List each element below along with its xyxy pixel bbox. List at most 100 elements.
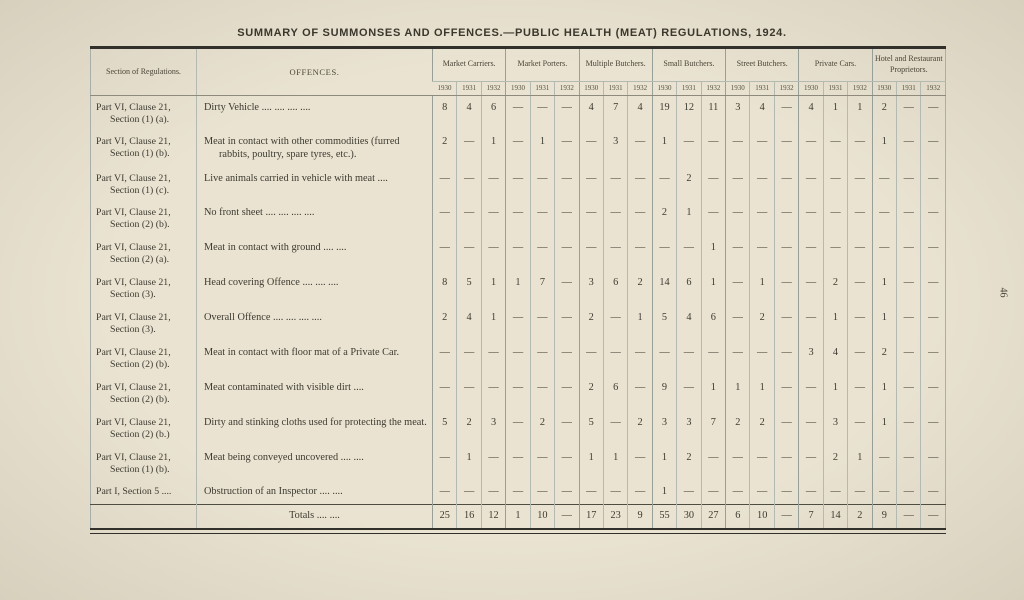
value-cell: — (554, 130, 580, 167)
value-cell: 1 (651, 130, 677, 167)
value-cell: 6 (480, 95, 506, 131)
value-cell: — (480, 340, 506, 376)
value-cell: 4 (749, 95, 775, 131)
offence-row: Part VI, Clause 21, Section (2) (b.) Dirt… (91, 410, 946, 446)
value-cell: — (871, 480, 897, 505)
value-cell: — (480, 445, 506, 481)
value-cell: — (602, 236, 628, 272)
value-cell: 7 (602, 95, 628, 131)
value-cell: 6 (602, 375, 628, 411)
offence-cell: No front sheet .... .... .... .... (196, 201, 433, 237)
value-cell: — (554, 410, 580, 446)
value-cell: — (798, 445, 824, 481)
value-cell: — (505, 445, 531, 481)
value-cell: — (456, 340, 482, 376)
value-cell: 1 (627, 306, 653, 341)
value-cell: — (920, 201, 946, 237)
value-cell: 4 (822, 340, 848, 376)
value-cell: 2 (749, 410, 775, 446)
value-cell: — (627, 375, 653, 411)
value-cell: — (920, 166, 946, 202)
offence-cell: Head covering Offence .... .... .... (196, 271, 433, 307)
value-cell: — (896, 130, 921, 167)
value-cell: 2 (578, 306, 604, 341)
year-header: 1932 (700, 81, 726, 96)
offence-cell: Overall Offence .... .... .... .... (196, 306, 433, 341)
value-cell: — (627, 480, 653, 505)
value-cell: — (749, 480, 775, 505)
total-value-cell: 16 (456, 503, 482, 529)
value-cell: — (651, 166, 677, 202)
total-value-cell: — (896, 503, 921, 529)
value-cell: — (847, 166, 873, 202)
value-cell: 3 (480, 410, 506, 446)
year-header: 1930 (725, 81, 750, 96)
year-header: 1930 (432, 81, 457, 96)
value-cell: — (920, 236, 946, 272)
value-cell: — (505, 340, 531, 376)
value-cell: 2 (627, 410, 653, 446)
value-cell: — (798, 480, 824, 505)
total-value-cell: 7 (798, 503, 824, 529)
value-cell: — (651, 340, 677, 376)
total-value-cell: — (920, 503, 946, 529)
value-cell: — (602, 166, 628, 202)
section-cell: Part VI, Clause 21, Section (3). (96, 277, 171, 301)
total-value-cell: 6 (725, 503, 750, 529)
value-cell: 2 (871, 340, 897, 376)
value-cell: — (676, 130, 702, 167)
offence-row: Part VI, Clause 21, Section (1) (b). Meat… (91, 445, 946, 481)
value-cell: — (773, 375, 799, 411)
value-cell: — (505, 236, 531, 272)
value-cell: — (920, 306, 946, 341)
value-cell: — (554, 375, 580, 411)
year-header: 1931 (749, 81, 775, 96)
value-cell: — (798, 271, 824, 307)
value-cell: 2 (578, 375, 604, 411)
value-cell: — (847, 236, 873, 272)
column-group-header: Small Butchers. (651, 47, 726, 82)
offence-row: Part VI, Clause 21, Section (1) (c). Live… (91, 166, 946, 202)
value-cell: — (578, 201, 604, 237)
year-header: 1931 (676, 81, 702, 96)
value-cell: — (920, 95, 946, 131)
value-cell: — (773, 95, 799, 131)
offence-cell: Dirty and stinking cloths used for prote… (196, 410, 433, 446)
section-cell: Part VI, Clause 21, Section (3). (96, 312, 171, 335)
value-cell: 2 (676, 445, 702, 481)
totals-row: Totals .... .... 25 16 12 1 10—17 23 9 55 30 27 6 1… (90, 503, 946, 529)
value-cell: — (773, 306, 799, 341)
value-cell: — (749, 130, 775, 167)
value-cell: — (847, 375, 873, 411)
value-cell: — (871, 166, 897, 202)
value-cell: 1 (529, 130, 555, 167)
value-cell: — (896, 236, 921, 272)
value-cell: 3 (822, 410, 848, 446)
offence-cell: Meat being conveyed uncovered .... .... (196, 445, 433, 481)
value-cell: — (554, 236, 580, 272)
page-title: SUMMARY OF SUMMONSES AND OFFENCES.—PUBLI… (237, 27, 787, 39)
column-group-header: Hotel and Restaurant Proprietors. (871, 47, 946, 82)
value-cell: — (822, 201, 848, 237)
value-cell: 6 (676, 271, 702, 307)
value-cell: — (529, 166, 555, 202)
value-cell: — (725, 201, 750, 237)
column-group-header: Street Butchers. (725, 47, 799, 82)
value-cell: — (431, 166, 457, 202)
value-cell: — (505, 130, 531, 167)
section-cell: Part VI, Clause 21, Section (2) (b). (96, 381, 171, 405)
value-cell: — (896, 201, 921, 237)
offence-row: Part VI, Clause 21, Section (2) (a). Meat… (91, 236, 946, 272)
value-cell: — (847, 271, 873, 307)
value-cell: — (700, 166, 726, 202)
value-cell: — (773, 130, 799, 167)
offence-row: Part VI, Clause 21, Section (3). Overall … (91, 306, 946, 341)
offences-column-header: OFFENCES. (196, 47, 433, 96)
year-header: 1932 (627, 81, 653, 96)
value-cell: — (798, 201, 824, 237)
year-header: 1930 (798, 81, 824, 96)
value-cell: — (554, 271, 580, 307)
year-header: 1932 (773, 81, 799, 96)
offence-row: Part VI, Clause 21, Section (3). Head cov… (91, 271, 946, 307)
section-cell: Part VI, Clause 21, Section (2) (b). (96, 207, 171, 231)
